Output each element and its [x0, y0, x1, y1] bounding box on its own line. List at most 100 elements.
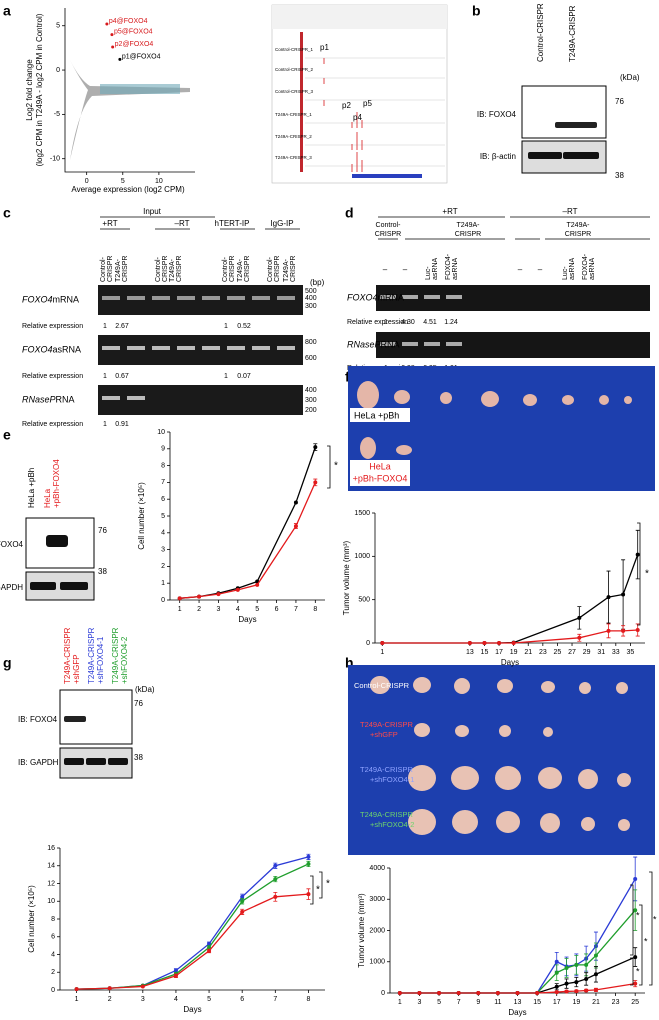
- x-tick-label: 11: [494, 999, 501, 1006]
- x-tick-label: 5: [437, 999, 441, 1006]
- x-tick-label: 25: [631, 999, 639, 1006]
- band: [64, 716, 86, 722]
- gel: [376, 332, 650, 358]
- blot-label: IB: GAPDH: [18, 758, 59, 767]
- peak-label: p2: [342, 101, 351, 110]
- point: [173, 968, 178, 973]
- gel-band: [127, 346, 145, 350]
- lane-label: asRNA: [452, 257, 459, 280]
- band: [528, 152, 562, 159]
- y-tick-label: 6: [161, 496, 165, 503]
- lane-label: +shGFP: [72, 654, 81, 684]
- axis-title: (log2 CPM in T249A - log2 CPM in Control…: [35, 13, 44, 166]
- row-label: FOXO4: [22, 344, 53, 354]
- y-tick-label: 0: [161, 597, 165, 604]
- point: [577, 615, 582, 620]
- rel-value: 0.52: [237, 323, 251, 330]
- size-marker: 300: [305, 303, 317, 310]
- tumor: [617, 773, 631, 787]
- lane-label: CRISPR: [107, 256, 114, 282]
- track-label: T249A-CRISPR_3: [275, 155, 312, 160]
- gel-band: [127, 296, 145, 300]
- gel-band: [380, 342, 396, 346]
- peak-label: p5: [363, 99, 372, 108]
- rel-value: 4.51: [423, 319, 437, 326]
- gel-band: [424, 295, 440, 299]
- x-tick-label: 2: [197, 606, 201, 613]
- size-marker: 800: [305, 339, 317, 346]
- tumor: [440, 392, 452, 404]
- axes: [64, 8, 195, 173]
- tumor: [538, 767, 562, 789]
- unit: (kDa): [620, 73, 640, 82]
- y-tick-label: 4000: [369, 865, 385, 872]
- row-label: mRNA: [53, 294, 80, 304]
- row-label: Relative expression: [22, 421, 83, 428]
- band: [60, 582, 88, 590]
- band: [563, 152, 599, 159]
- photo-label: HeLa +pBh: [354, 410, 399, 420]
- y-tick-label: 5: [56, 23, 60, 30]
- lane-label: Luc-: [562, 266, 569, 280]
- axis-title: Cell number (×10⁵): [137, 482, 146, 550]
- panel-label: d: [345, 205, 354, 221]
- tumor: [579, 682, 591, 694]
- marker: 38: [615, 171, 624, 180]
- row-label: RNaseP: [347, 339, 381, 349]
- band: [46, 535, 68, 547]
- lane-label: +shFOXO4-2: [120, 636, 129, 684]
- rel-value: 1: [224, 373, 228, 380]
- rel-value: 0.07: [237, 373, 251, 380]
- tumor: [616, 682, 628, 694]
- y-tick-label: 4: [51, 951, 55, 958]
- group-label: IgG-IP: [270, 219, 293, 228]
- track-label: Control-CRISPR_1: [275, 47, 314, 52]
- point: [497, 641, 502, 645]
- photo-label: +shFOXO4-2: [370, 820, 414, 829]
- point: [606, 595, 611, 600]
- gel-band: [152, 296, 170, 300]
- lane-label: Control-: [376, 222, 402, 229]
- point: [313, 445, 318, 450]
- gel-band: [127, 396, 145, 400]
- x-tick-label: 8: [306, 996, 310, 1003]
- point: [577, 635, 582, 640]
- lane-label: T249A-CRISPR: [87, 627, 96, 684]
- y-tick-label: 12: [47, 880, 55, 887]
- gel-band: [446, 342, 462, 346]
- point-label: p4@FOXO4: [109, 18, 148, 25]
- x-tick-label: 5: [207, 996, 211, 1003]
- lane-label: T249A-: [283, 258, 290, 282]
- tumor: [618, 819, 630, 831]
- photo-label: HeLa: [369, 461, 391, 471]
- tumor: [451, 766, 479, 790]
- y-tick-label: 6: [51, 934, 55, 941]
- lane-label: CRISPR: [274, 256, 281, 282]
- lane-label: T249A-: [169, 258, 176, 282]
- series-line: [76, 893, 309, 990]
- lane-label: CRISPR: [455, 231, 481, 238]
- point: [635, 628, 640, 632]
- lane-label: CRISPR: [162, 256, 169, 282]
- panel-label: b: [472, 3, 481, 19]
- group-label: hTERT-IP: [215, 219, 250, 228]
- point: [633, 876, 638, 881]
- point: [564, 989, 569, 994]
- track-label: Control-CRISPR_2: [275, 67, 314, 72]
- lane-label: Luc-: [425, 266, 432, 280]
- x-tick-label: 1: [75, 996, 79, 1003]
- size-marker: 500: [305, 288, 317, 295]
- tumor: [624, 396, 632, 404]
- gel-band: [177, 296, 195, 300]
- group-label: +RT: [102, 219, 117, 228]
- point: [606, 628, 611, 633]
- row-label: FOXO4: [22, 294, 53, 304]
- point: [140, 984, 145, 989]
- point: [554, 984, 559, 989]
- tumor: [496, 811, 520, 833]
- photo-label: T249A-CRISPR: [360, 810, 414, 819]
- point: [495, 991, 500, 995]
- point: [313, 480, 318, 485]
- size-marker: 200: [305, 407, 317, 414]
- point: [564, 981, 569, 986]
